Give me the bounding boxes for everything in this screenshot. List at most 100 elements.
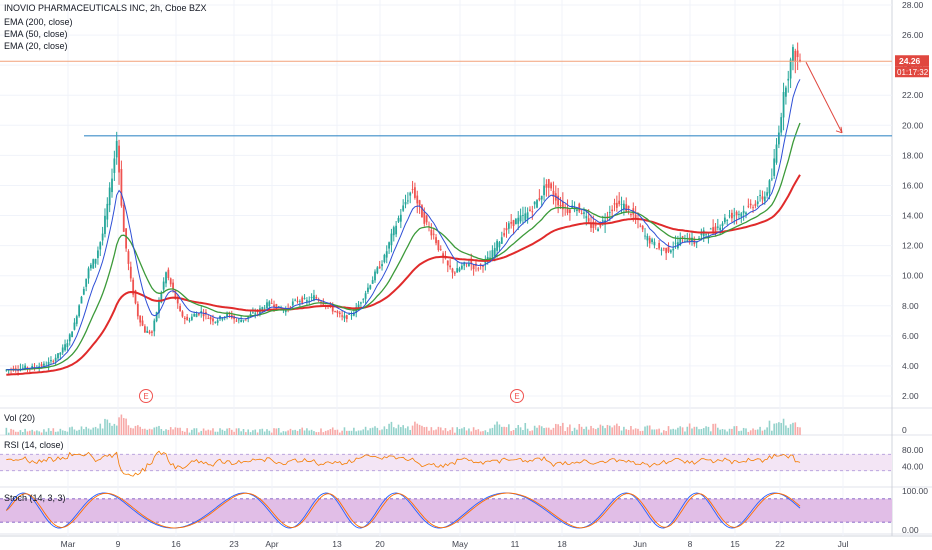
- volume-bar: [733, 426, 736, 435]
- volume-bar: [205, 430, 207, 435]
- volume-bar: [679, 426, 682, 435]
- volume-bar: [761, 430, 764, 435]
- candle-body: [773, 158, 776, 176]
- volume-bar: [219, 428, 221, 435]
- ema20-legend[interactable]: EMA (20, close): [4, 41, 68, 51]
- candle-body: [780, 117, 783, 133]
- time-axis[interactable]: Mar 9 16 23 Apr 13 20 May 11 18 Jun 8 15 22 Jul: [61, 539, 849, 549]
- volume-bar: [414, 421, 416, 435]
- volume-bar: [538, 425, 541, 435]
- volume-legend[interactable]: Vol (20): [4, 413, 36, 423]
- volume-bar: [461, 428, 463, 435]
- candle-body: [418, 200, 421, 206]
- candle-body: [64, 344, 66, 351]
- candle-body: [113, 158, 116, 173]
- volume-bar: [484, 430, 487, 435]
- time-tick-label: 18: [557, 539, 567, 549]
- stoch-pane[interactable]: [0, 492, 892, 529]
- candle-body: [498, 242, 501, 248]
- candle-body: [134, 290, 137, 304]
- volume-bar: [437, 426, 440, 435]
- rsi-legend[interactable]: RSI (14, close): [4, 440, 64, 450]
- candle-body: [186, 316, 189, 321]
- candle-body: [50, 360, 52, 362]
- volume-pane[interactable]: [5, 414, 801, 435]
- volume-bar: [85, 426, 87, 435]
- volume-bar: [728, 428, 731, 435]
- volume-bar: [388, 423, 390, 435]
- volume-bar: [230, 429, 233, 435]
- volume-bar: [186, 428, 188, 435]
- volume-bar: [583, 428, 585, 435]
- candle-body: [153, 320, 156, 332]
- stoch-legend[interactable]: Stoch (14, 3, 3): [4, 493, 66, 503]
- volume-bar: [780, 422, 783, 435]
- candle-body: [705, 234, 707, 236]
- volume-bar: [52, 428, 55, 435]
- volume-bar: [597, 427, 599, 435]
- candle-body: [526, 212, 529, 219]
- candle-body: [111, 178, 113, 193]
- volume-bar: [54, 431, 57, 435]
- volume-bar: [418, 424, 421, 435]
- candle-body: [73, 322, 76, 330]
- candle-body: [341, 315, 344, 317]
- price-tick-label: 16.00: [902, 180, 924, 190]
- volume-bar: [740, 430, 743, 435]
- candle-body: [367, 287, 369, 292]
- candle-body: [388, 242, 390, 249]
- candle-body: [761, 196, 764, 200]
- candle-body: [552, 190, 555, 197]
- ema50-legend[interactable]: EMA (50, close): [4, 29, 68, 39]
- candle-body: [568, 209, 571, 213]
- volume-bar: [677, 427, 679, 435]
- ema200-legend[interactable]: EMA (200, close): [4, 17, 73, 27]
- candle-body: [442, 253, 444, 257]
- time-tick-label: 13: [332, 539, 342, 549]
- rsi-pane[interactable]: [0, 450, 892, 477]
- candle-body: [397, 217, 400, 222]
- volume-bar: [709, 431, 712, 435]
- volume-bar: [263, 431, 266, 435]
- volume-bar: [193, 428, 195, 435]
- candle-body: [754, 203, 757, 206]
- volume-bar: [129, 427, 132, 435]
- volume-bar: [745, 428, 747, 435]
- volume-bar: [688, 423, 691, 435]
- volume-bar: [38, 431, 41, 435]
- candle-body: [792, 47, 794, 62]
- price-tick-label: 14.00: [902, 211, 924, 221]
- candle-body: [505, 228, 508, 231]
- candle-body: [482, 266, 484, 267]
- candle-body: [233, 316, 236, 320]
- volume-bar: [14, 431, 17, 435]
- candle-body: [68, 334, 71, 342]
- price-axis[interactable]: 28.0026.0024.0022.0020.0018.0016.0014.00…: [895, 0, 929, 535]
- time-tick-label: 22: [775, 539, 785, 549]
- candle-body: [735, 211, 738, 216]
- volume-bar: [515, 428, 517, 435]
- candle-body: [71, 331, 73, 338]
- volume-bar: [463, 427, 466, 435]
- volume-bar: [508, 424, 510, 435]
- volume-bar: [160, 429, 163, 435]
- volume-bar: [456, 427, 458, 435]
- candle-body: [402, 205, 405, 211]
- stoch-tick-100: 100.00: [902, 486, 928, 496]
- candle-body: [493, 248, 496, 257]
- price-tick-label: 26.00: [902, 30, 924, 40]
- price-tick-label: 4.00: [902, 361, 919, 371]
- volume-bar: [108, 422, 111, 435]
- candle-body: [89, 264, 92, 269]
- stoch-k-line: [5, 492, 801, 529]
- volume-bar: [83, 429, 85, 435]
- volume-bar: [33, 431, 36, 435]
- candle-body: [310, 296, 313, 299]
- ema200-line: [6, 174, 801, 376]
- volume-bar: [165, 429, 167, 435]
- volume-bar: [50, 430, 52, 435]
- candle-body: [559, 205, 562, 207]
- volume-bar: [40, 432, 43, 435]
- candle-body: [590, 223, 592, 228]
